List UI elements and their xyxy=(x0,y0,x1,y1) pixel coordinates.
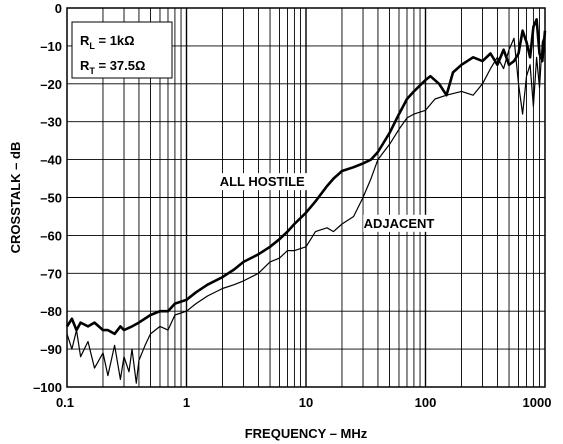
x-tick-label: 100 xyxy=(415,395,437,410)
x-tick-label: 1 xyxy=(183,395,190,410)
y-tick-label: –80 xyxy=(40,304,62,319)
annotation-background xyxy=(214,173,311,191)
series-annotation-label: ALL HOSTILE xyxy=(220,174,305,189)
series-annotations: ALL HOSTILE ADJACENT xyxy=(214,173,435,232)
y-tick-label: –90 xyxy=(40,342,62,357)
x-tick-label: 10 xyxy=(299,395,313,410)
legend-rt-text: RT = 37.5Ω xyxy=(80,58,145,76)
y-tick-label: –50 xyxy=(40,191,62,206)
y-axis-title: CROSSTALK – dB xyxy=(8,142,23,254)
y-tick-label: –30 xyxy=(40,115,62,130)
legend-rl-text: RL = 1kΩ xyxy=(80,33,135,51)
y-tick-label: –60 xyxy=(40,228,62,243)
y-tick-label: –40 xyxy=(40,153,62,168)
plot-frame xyxy=(66,7,546,388)
y-tick-label: –20 xyxy=(40,77,62,92)
series-line-adjacent xyxy=(66,34,546,384)
series-line-all-hostile xyxy=(65,18,547,336)
x-tick-labels: 0.1 1 10 100 1000 xyxy=(56,395,552,410)
y-tick-label: –100 xyxy=(33,380,62,395)
x-axis-title: FREQUENCY – MHz xyxy=(245,426,368,441)
x-tick-label: 0.1 xyxy=(56,395,74,410)
y-tick-labels: 0 –10 –20 –30 –40 –50 –60 –70 –80 –90 –100 xyxy=(33,1,62,395)
series-annotation-label: ADJACENT xyxy=(364,216,435,231)
resistance-legend-box: RL = 1kΩ RT = 37.5Ω xyxy=(71,21,173,79)
y-tick-label: –10 xyxy=(40,39,62,54)
series-lines xyxy=(65,18,547,384)
y-tick-label: –70 xyxy=(40,266,62,281)
x-tick-label: 1000 xyxy=(523,395,552,410)
annotation-background xyxy=(363,214,435,232)
y-tick-label: 0 xyxy=(55,1,62,16)
